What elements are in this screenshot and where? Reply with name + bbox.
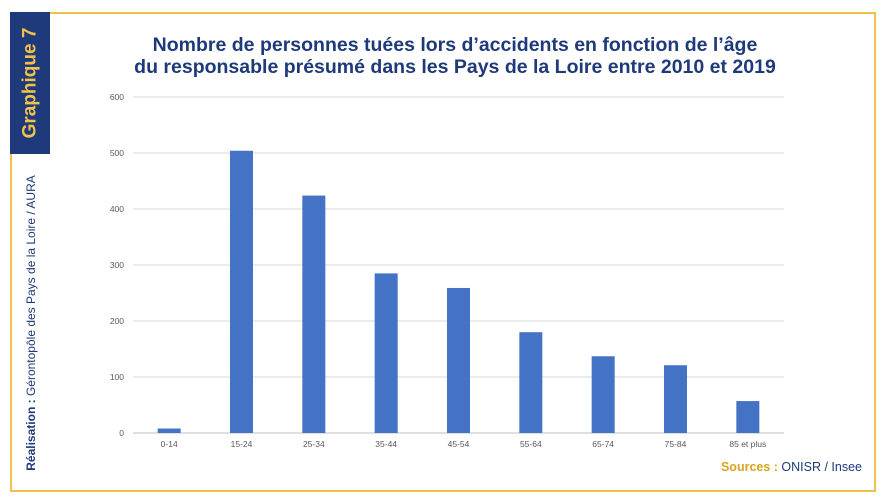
y-tick-label: 600 [110, 92, 124, 102]
x-tick-label: 45-54 [448, 439, 470, 449]
y-tick-label: 500 [110, 148, 124, 158]
y-tick-label: 400 [110, 204, 124, 214]
x-tick-label: 15-24 [231, 439, 253, 449]
bar-35-44 [374, 273, 398, 433]
x-tick-label: 65-74 [592, 439, 614, 449]
chart-title: Nombre de personnes tuées lors d’acciden… [70, 34, 840, 78]
x-tick-label: 85 et plus [729, 439, 766, 449]
graphique-tab: Graphique 7 [10, 12, 50, 154]
y-tick-label: 200 [110, 316, 124, 326]
bar-85-et-plus [736, 401, 760, 433]
sources-text: ONISR / Insee [777, 460, 862, 474]
chart-title-line-1: Nombre de personnes tuées lors d’acciden… [152, 34, 758, 56]
y-tick-label: 0 [119, 428, 124, 438]
x-tick-label: 0-14 [161, 439, 178, 449]
chart-title-line-2: du responsable présumé dans les Pays de … [134, 56, 776, 78]
chart-frame [10, 12, 876, 492]
x-tick-label: 25-34 [303, 439, 325, 449]
x-tick-label: 55-64 [520, 439, 542, 449]
bar-75-84 [664, 365, 687, 433]
bar-25-34 [302, 195, 326, 433]
bar-45-54 [447, 287, 470, 433]
sources-label: Sources : [720, 460, 778, 474]
sources-note: Sources : ONISR / Insee [721, 460, 862, 474]
y-tick-label: 100 [110, 372, 124, 382]
bar-55-64 [519, 332, 543, 433]
y-tick-label: 300 [110, 260, 124, 270]
bar-15-24 [230, 150, 253, 433]
x-tick-label: 35-44 [375, 439, 397, 449]
bar-65-74 [591, 356, 615, 433]
x-tick-label: 75-84 [665, 439, 687, 449]
bar-0-14 [157, 428, 181, 433]
